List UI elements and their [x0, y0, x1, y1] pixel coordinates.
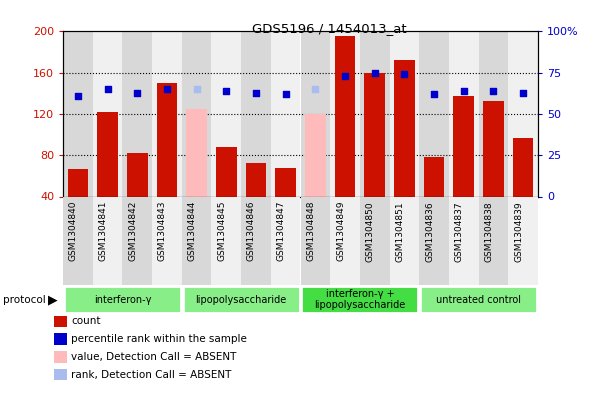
Bar: [123, 196, 152, 285]
Point: [162, 86, 172, 92]
Text: lipopolysaccharide: lipopolysaccharide: [195, 295, 287, 305]
Text: GSM1304840: GSM1304840: [69, 201, 78, 261]
Bar: [478, 196, 508, 285]
Bar: [449, 196, 478, 285]
Text: GSM1304845: GSM1304845: [218, 201, 227, 261]
Text: GSM1304837: GSM1304837: [455, 201, 464, 262]
FancyBboxPatch shape: [183, 286, 300, 313]
Bar: [360, 31, 389, 196]
Text: GSM1304851: GSM1304851: [395, 201, 404, 262]
Bar: [212, 196, 241, 285]
Text: GSM1304842: GSM1304842: [128, 201, 137, 261]
Text: GSM1304849: GSM1304849: [336, 201, 345, 261]
FancyBboxPatch shape: [64, 286, 181, 313]
Point: [73, 93, 83, 99]
Bar: [449, 31, 478, 196]
Point: [281, 91, 290, 97]
Bar: [241, 31, 271, 196]
Point: [103, 86, 112, 92]
Text: GSM1304836: GSM1304836: [425, 201, 434, 262]
Bar: [97, 112, 118, 196]
Bar: [335, 36, 355, 197]
Bar: [123, 31, 152, 196]
Text: GSM1304846: GSM1304846: [247, 201, 256, 261]
Text: ▶: ▶: [48, 293, 58, 306]
Bar: [508, 196, 538, 285]
Bar: [389, 31, 419, 196]
Bar: [364, 73, 385, 196]
Bar: [330, 196, 360, 285]
Text: GSM1304848: GSM1304848: [307, 201, 316, 261]
Point: [311, 86, 320, 92]
Point: [340, 73, 350, 79]
Bar: [300, 196, 330, 285]
Text: interferon-γ: interferon-γ: [94, 295, 151, 305]
Text: GSM1304839: GSM1304839: [514, 201, 523, 262]
Text: count: count: [71, 316, 100, 327]
Bar: [182, 31, 212, 196]
Point: [192, 86, 201, 92]
Text: GSM1304847: GSM1304847: [276, 201, 285, 261]
Bar: [212, 31, 241, 196]
Text: GSM1304843: GSM1304843: [158, 201, 167, 261]
Bar: [424, 157, 444, 196]
Point: [132, 89, 142, 95]
Point: [400, 71, 409, 77]
Bar: [93, 196, 123, 285]
Bar: [216, 147, 237, 196]
Text: untreated control: untreated control: [436, 295, 521, 305]
Text: rank, Detection Call = ABSENT: rank, Detection Call = ABSENT: [71, 369, 231, 380]
Bar: [305, 114, 326, 196]
Bar: [419, 196, 449, 285]
Bar: [67, 169, 88, 196]
Bar: [152, 31, 182, 196]
Bar: [152, 196, 182, 285]
Point: [222, 88, 231, 94]
Bar: [478, 31, 508, 196]
Bar: [513, 138, 534, 196]
Point: [370, 70, 379, 76]
Bar: [246, 163, 266, 196]
Text: GSM1304838: GSM1304838: [484, 201, 493, 262]
FancyBboxPatch shape: [301, 286, 418, 313]
Bar: [330, 31, 360, 196]
Bar: [186, 109, 207, 196]
Point: [518, 89, 528, 95]
Text: value, Detection Call = ABSENT: value, Detection Call = ABSENT: [71, 352, 236, 362]
Text: GSM1304850: GSM1304850: [365, 201, 374, 262]
Text: protocol: protocol: [3, 295, 46, 305]
Point: [459, 88, 469, 94]
Bar: [300, 31, 330, 196]
Bar: [389, 196, 419, 285]
Bar: [63, 196, 93, 285]
Bar: [157, 83, 177, 196]
FancyBboxPatch shape: [420, 286, 537, 313]
Bar: [127, 153, 148, 196]
Bar: [360, 196, 389, 285]
Bar: [182, 196, 212, 285]
Text: percentile rank within the sample: percentile rank within the sample: [71, 334, 247, 344]
Text: GSM1304844: GSM1304844: [188, 201, 197, 261]
Point: [251, 89, 261, 95]
Bar: [394, 60, 415, 196]
Text: interferon-γ +
lipopolysaccharide: interferon-γ + lipopolysaccharide: [314, 289, 406, 310]
Bar: [453, 96, 474, 196]
Bar: [508, 31, 538, 196]
Bar: [93, 31, 123, 196]
Bar: [271, 196, 300, 285]
Text: GSM1304841: GSM1304841: [99, 201, 108, 261]
Point: [429, 91, 439, 97]
Bar: [271, 31, 300, 196]
Point: [489, 88, 498, 94]
Bar: [275, 167, 296, 196]
Bar: [63, 31, 93, 196]
Bar: [419, 31, 449, 196]
Bar: [241, 196, 271, 285]
Text: GDS5196 / 1454013_at: GDS5196 / 1454013_at: [252, 22, 407, 35]
Bar: [483, 101, 504, 196]
